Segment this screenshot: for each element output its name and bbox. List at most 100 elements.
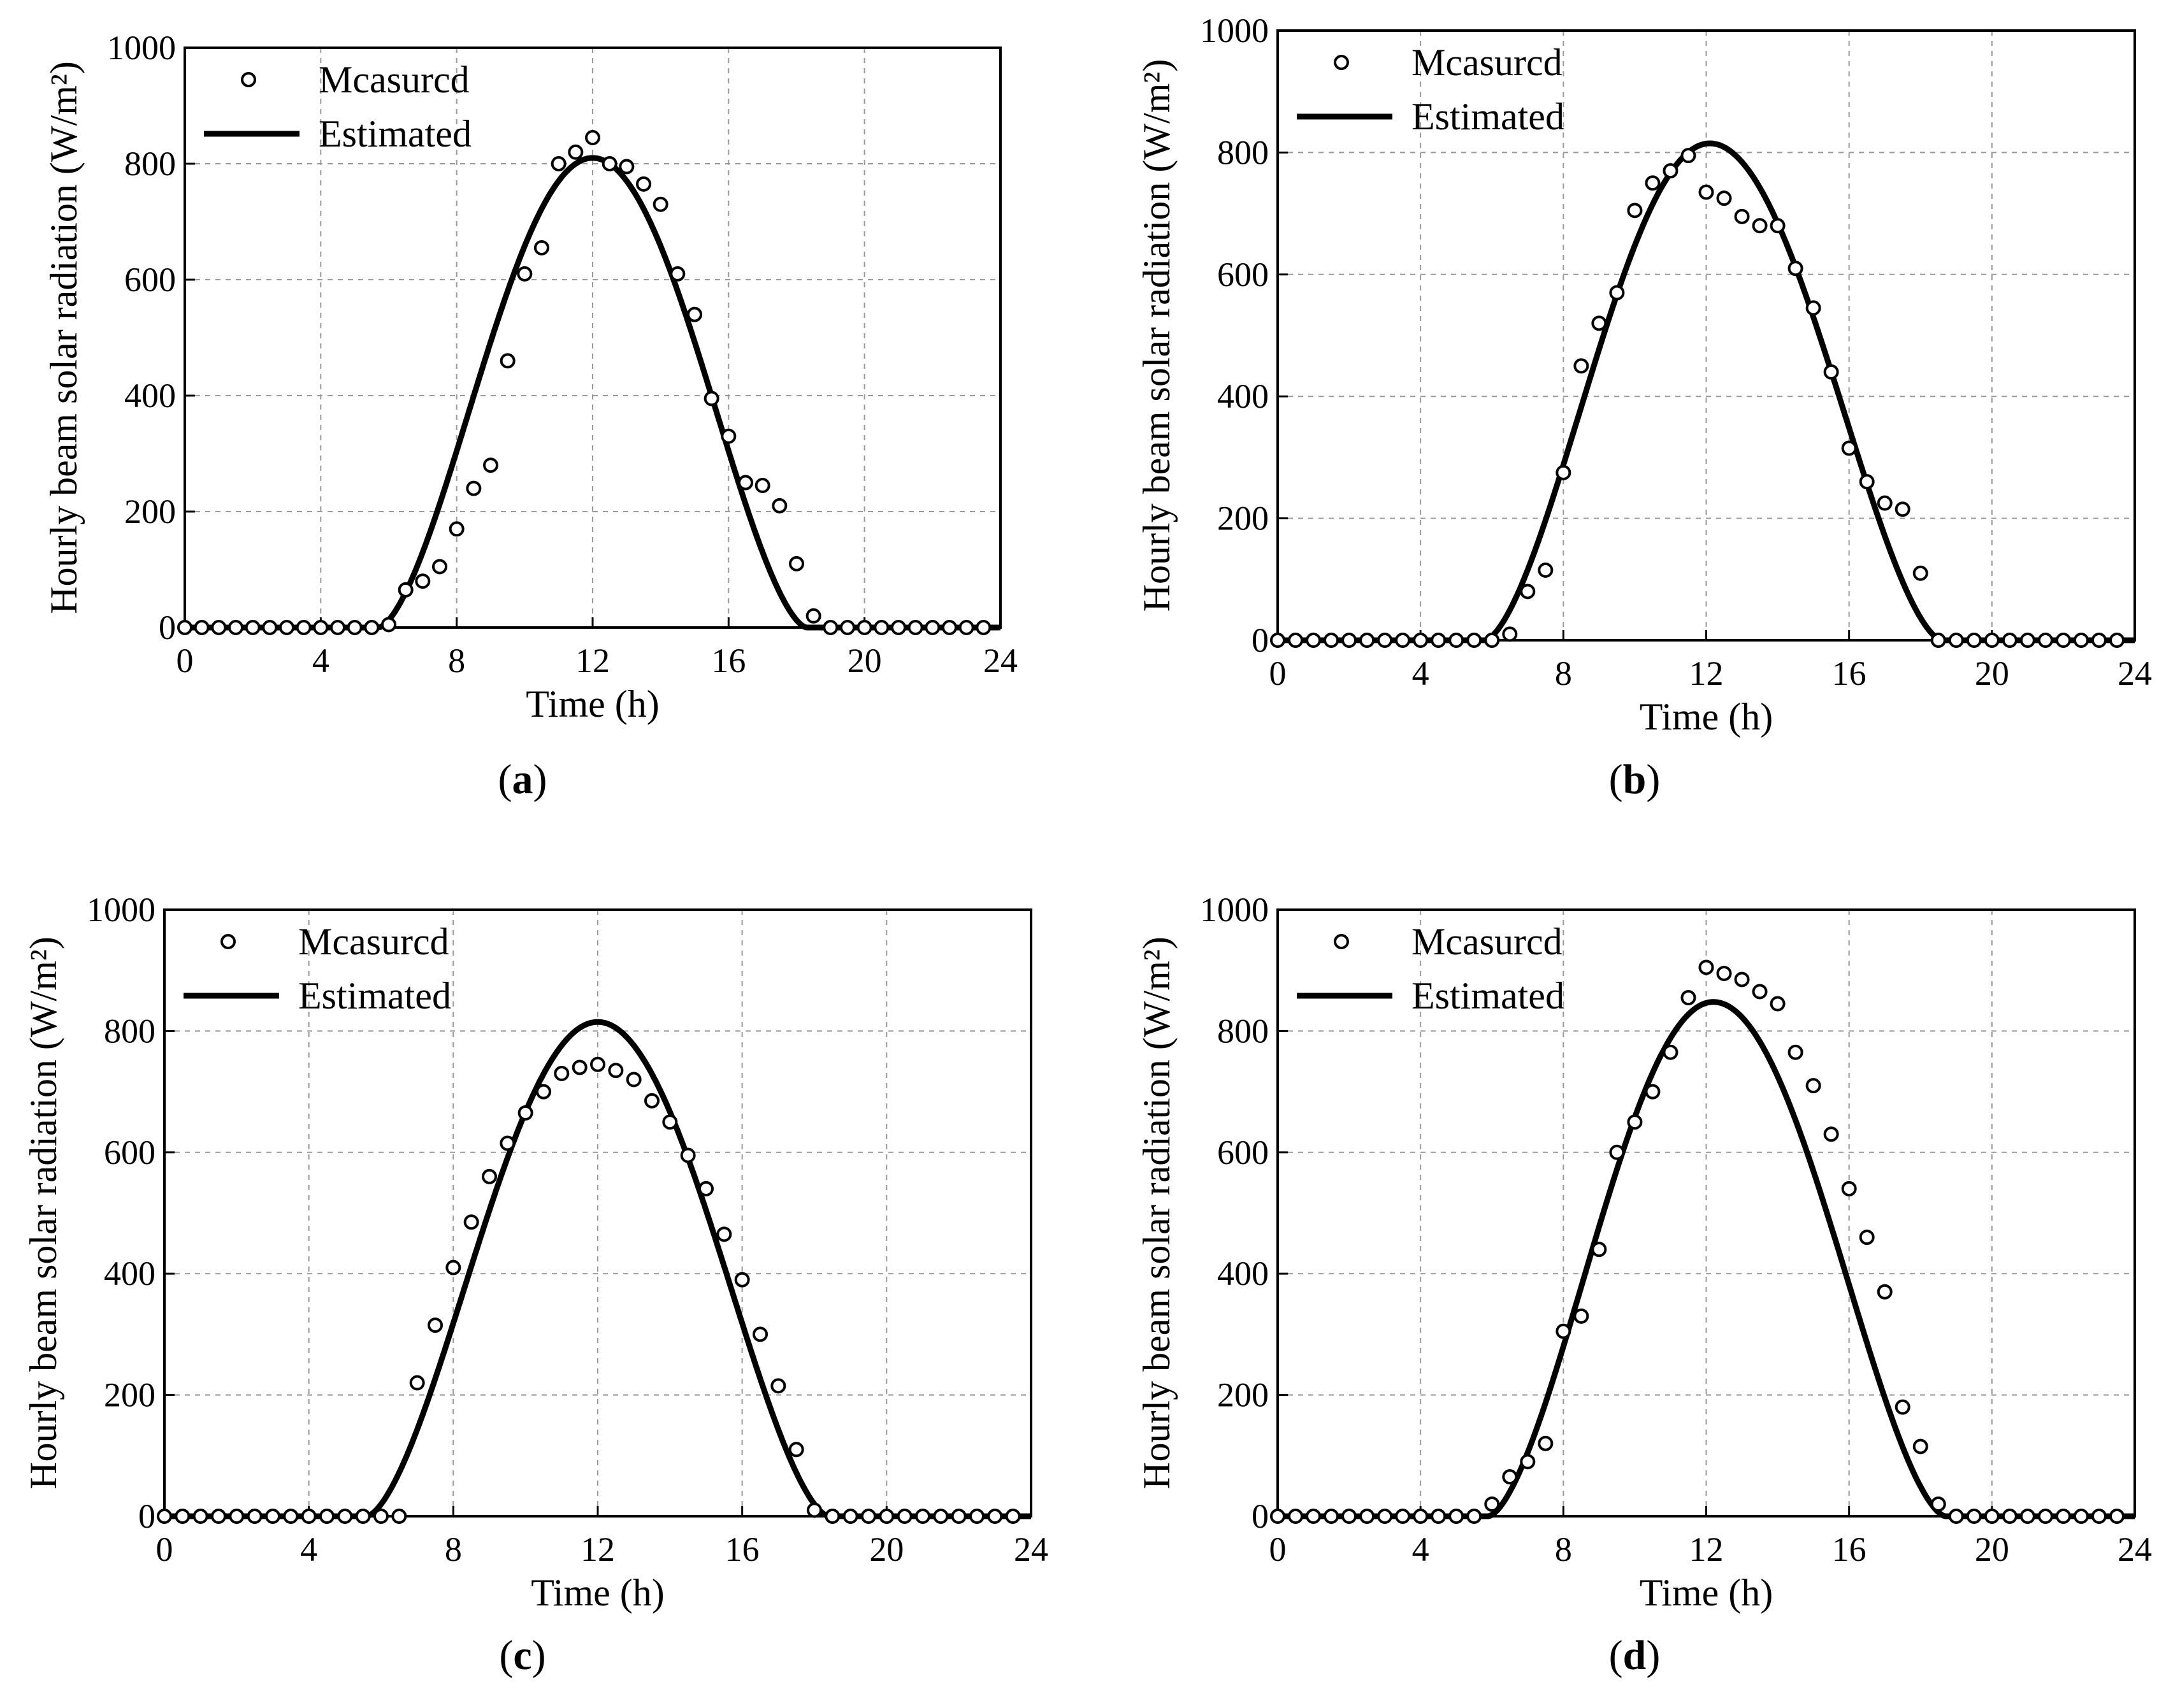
x-tick-label: 8 [445, 1530, 462, 1568]
data-point-measured [229, 1509, 245, 1524]
data-point-measured [1484, 1496, 1500, 1512]
data-point-measured [381, 617, 396, 633]
y-tick-label: 600 [1217, 255, 1269, 294]
data-point-measured [1520, 584, 1536, 599]
data-point-measured [517, 266, 533, 282]
x-tick-label: 16 [711, 642, 746, 680]
x-tick-label: 20 [848, 642, 882, 680]
data-point-measured [2019, 1509, 2035, 1524]
data-point-measured [734, 1272, 750, 1288]
data-point-measured [662, 1114, 678, 1130]
data-point-measured [1930, 633, 1946, 648]
data-point-measured [1716, 965, 1732, 981]
data-point-measured [1413, 633, 1429, 648]
data-point-measured [1823, 1126, 1839, 1142]
data-point-measured [1680, 990, 1696, 1006]
data-point-measured [1591, 315, 1607, 331]
y-tick-label: 1000 [1200, 11, 1269, 50]
x-tick-label: 4 [300, 1530, 317, 1568]
legend-label-measured: Mcasurcd [319, 59, 470, 101]
data-point-measured [1556, 464, 1571, 480]
chart-panel-b: 0 4 8 12 16 20 24 0 200 400 600 800 1000 Time (h) Hour… [1136, 11, 2152, 803]
data-point-measured [770, 1378, 786, 1394]
x-tick-label: 0 [177, 642, 194, 680]
y-tick-label: 0 [159, 608, 176, 647]
y-tick-label: 800 [1217, 1012, 1269, 1050]
data-point-measured [2109, 1509, 2125, 1524]
data-point-measured [228, 620, 243, 635]
data-point-measured [1448, 1509, 1464, 1524]
data-point-measured [2002, 633, 2018, 648]
data-point-measured [449, 521, 465, 537]
data-point-measured [1859, 1230, 1875, 1245]
data-point-measured [585, 130, 600, 146]
y-tick-label: 1000 [87, 891, 155, 929]
x-tick-label: 20 [1975, 654, 2009, 693]
data-point-measured [1502, 626, 1518, 642]
data-point-measured [670, 266, 686, 282]
data-point-measured [1805, 300, 1821, 316]
data-point-measured [1431, 633, 1447, 648]
y-tick-label: 0 [138, 1497, 155, 1535]
data-point-measured [319, 1509, 335, 1524]
x-tick-label: 0 [1269, 654, 1287, 693]
x-tick-label: 24 [983, 642, 1018, 680]
data-point-measured [398, 582, 414, 598]
data-point-measured [466, 480, 482, 496]
data-point-measured [428, 1317, 443, 1333]
data-point-measured [788, 1442, 804, 1458]
data-point-measured [636, 176, 651, 192]
data-point-measured [1680, 148, 1696, 164]
data-point-measured [1395, 633, 1411, 648]
x-tick-label: 12 [581, 1530, 615, 1568]
data-point-measured [925, 620, 941, 635]
data-point-measured [987, 1509, 1003, 1524]
y-tick-label: 200 [1217, 499, 1269, 538]
y-tick-label: 400 [1217, 377, 1269, 415]
data-point-measured [969, 1509, 985, 1524]
data-point-measured [1005, 1509, 1021, 1524]
data-point-measured [1841, 1181, 1857, 1196]
data-point-measured [1645, 1084, 1661, 1100]
data-point-measured [704, 391, 719, 406]
data-point-measured [2091, 633, 2107, 648]
legend-marker-measured [1334, 55, 1349, 70]
x-axis-title: Time (h) [1640, 696, 1773, 738]
data-point-measured [805, 608, 821, 624]
data-point-measured [1341, 633, 1357, 648]
y-axis-title: Hourly beam solar radiation (W/m²) [43, 61, 85, 614]
y-tick-label: 400 [1217, 1254, 1269, 1293]
y-axis-title: Hourly beam solar radiation (W/m²) [1136, 937, 1178, 1489]
data-point-measured [194, 620, 210, 635]
legend-marker-measured [241, 72, 256, 87]
data-point-measured [1359, 1509, 1375, 1524]
x-tick-label: 24 [2118, 1530, 2152, 1568]
data-point-measured [483, 457, 498, 473]
data-point-measured [1948, 633, 1964, 648]
data-point-measured [1270, 633, 1285, 648]
data-point-measured [721, 428, 737, 444]
data-point-measured [626, 1072, 642, 1087]
legend-label-measured: Mcasurcd [298, 921, 449, 963]
data-point-measured [1877, 495, 1893, 511]
data-point-measured [1448, 633, 1464, 648]
x-tick-label: 20 [1975, 1530, 2009, 1568]
data-point-measured [856, 620, 872, 635]
data-point-measured [823, 620, 839, 635]
data-point-measured [874, 620, 890, 635]
data-point-measured [608, 1063, 624, 1079]
y-tick-label: 1000 [107, 29, 176, 67]
data-point-measured [2073, 633, 2089, 648]
x-tick-label: 16 [1832, 1530, 1866, 1568]
x-tick-label: 12 [1689, 654, 1724, 693]
data-point-measured [789, 556, 804, 571]
data-point-measured [1413, 1509, 1429, 1524]
data-point-measured [1859, 474, 1875, 490]
data-point-measured [1538, 562, 1554, 578]
x-tick-label: 12 [1689, 1530, 1724, 1568]
data-point-measured [1324, 1509, 1339, 1524]
y-tick-label: 400 [124, 377, 176, 415]
data-point-measured [364, 620, 380, 635]
data-point-measured [619, 159, 635, 175]
data-point-measured [1966, 633, 1982, 648]
